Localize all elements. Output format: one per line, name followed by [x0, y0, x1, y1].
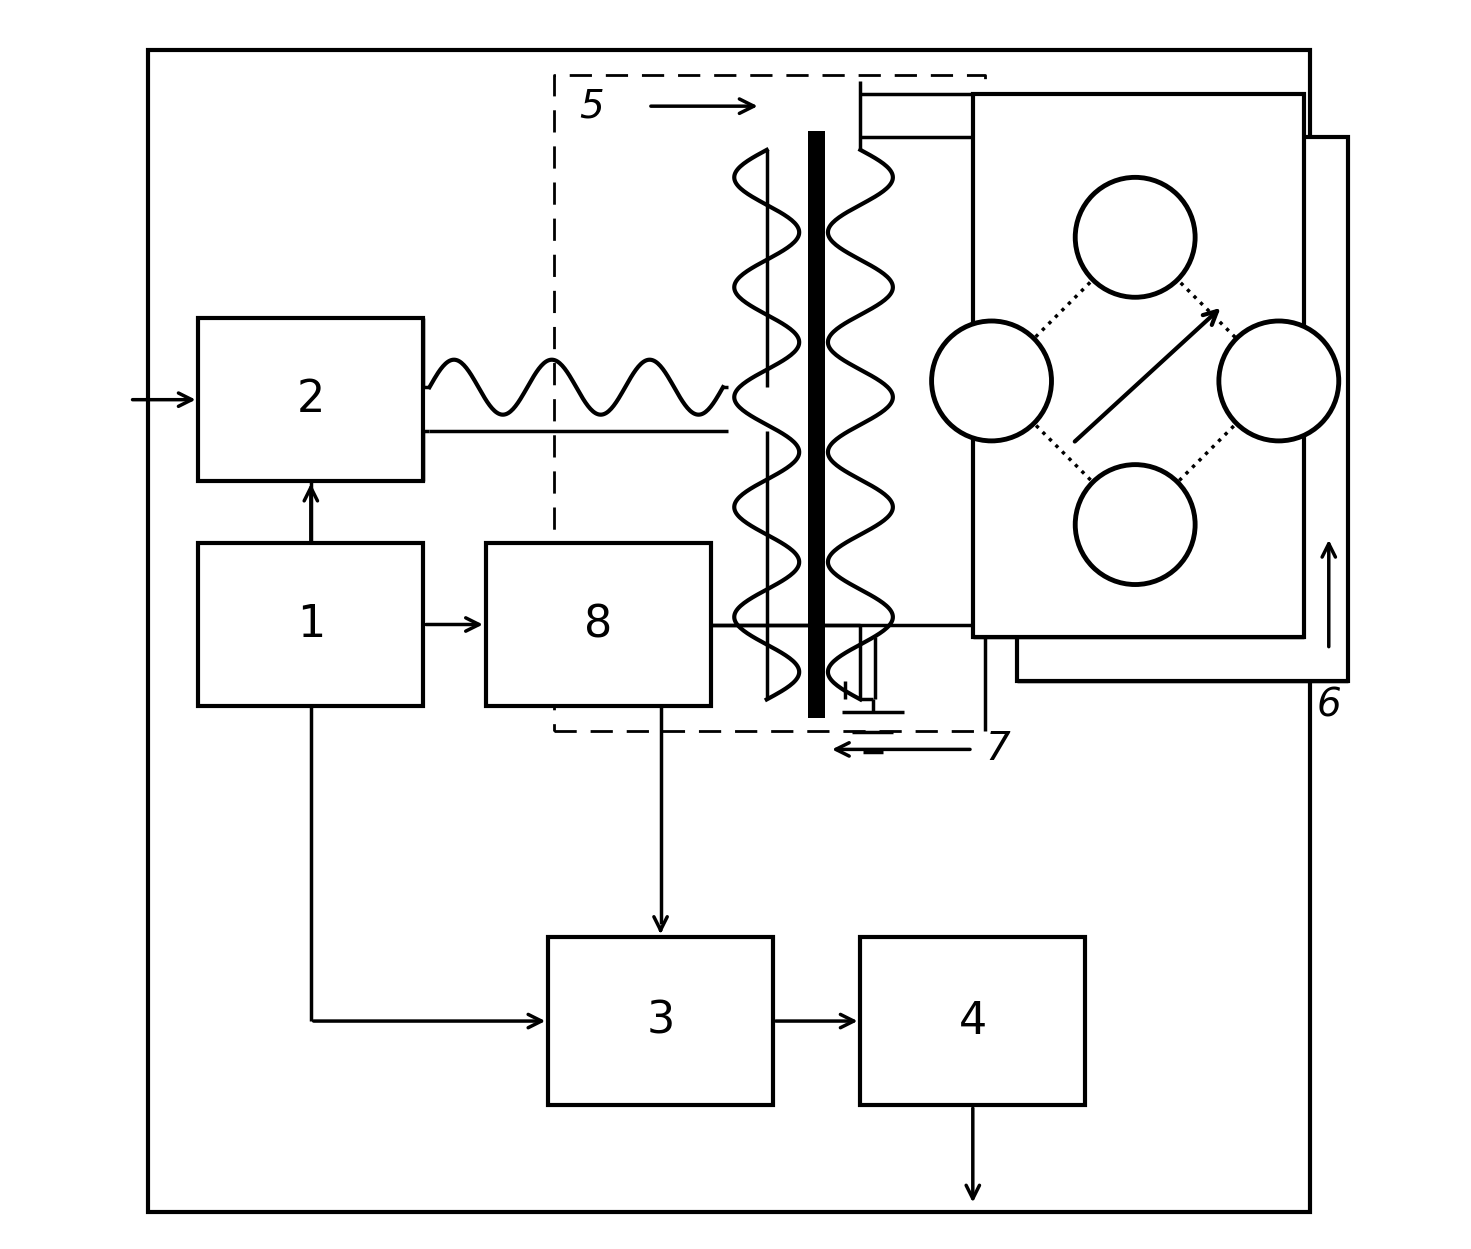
Text: 6: 6 [1317, 687, 1342, 724]
Circle shape [1075, 177, 1194, 297]
Bar [199, 318, 424, 481]
Circle shape [931, 321, 1052, 441]
Text: 2: 2 [297, 378, 325, 421]
Bar [972, 94, 1303, 637]
Text: 4: 4 [959, 999, 987, 1043]
Text: 3: 3 [646, 999, 675, 1043]
Bar [485, 543, 710, 706]
Bar [1016, 137, 1347, 681]
Text: 8: 8 [584, 603, 612, 646]
Bar [861, 937, 1086, 1105]
Bar [199, 543, 424, 706]
Text: 7: 7 [986, 731, 1011, 768]
Bar [808, 131, 825, 718]
Text: 1: 1 [297, 603, 325, 646]
Circle shape [1075, 465, 1194, 585]
Text: 5: 5 [580, 87, 605, 125]
Circle shape [1219, 321, 1339, 441]
Bar [549, 937, 772, 1105]
